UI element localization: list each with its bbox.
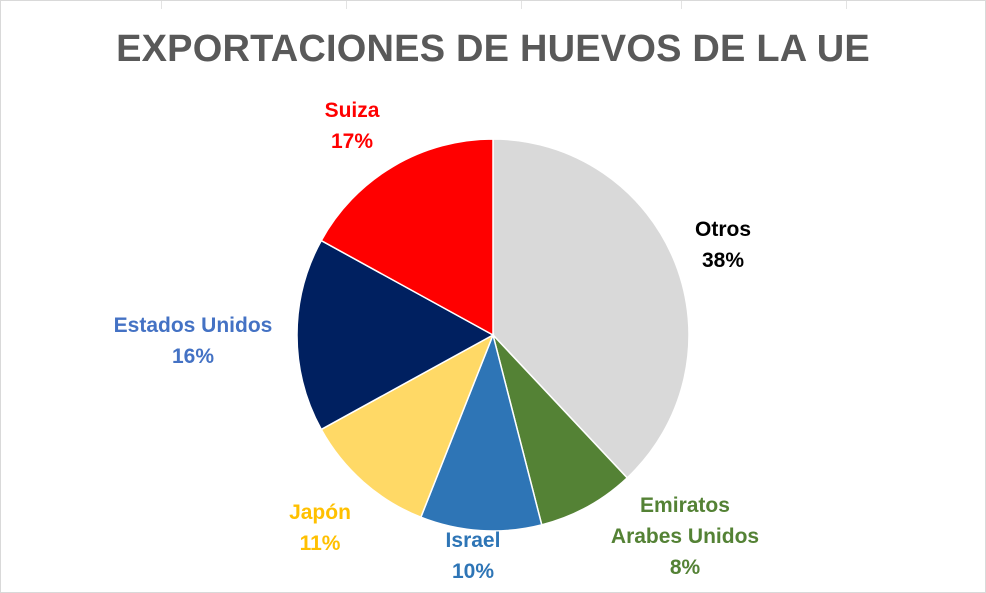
- pie-slice-jap-n: [320, 333, 495, 519]
- slice-name-label: Emiratos: [640, 494, 730, 517]
- data-label-jap-n: Japón 11%: [289, 497, 351, 559]
- slice-name-label: Estados Unidos: [113, 314, 273, 337]
- slice-name-label: Otros: [694, 218, 752, 241]
- pie-slice-otros: [492, 138, 690, 479]
- gridline-hint: [161, 1, 162, 9]
- pie-slice-israel: [419, 332, 543, 532]
- slice-percent-label: 38%: [701, 249, 745, 272]
- data-label-emiratos-arabes-unidos: Emiratos Arabes Unidos 8%: [611, 490, 759, 583]
- slice-name-label: Arabes Unidos: [610, 525, 760, 548]
- gridline-hint: [681, 1, 682, 9]
- gridline-hint: [346, 1, 347, 9]
- gridline-hint: [846, 1, 847, 9]
- data-label-estados-unidos: Estados Unidos 16%: [114, 310, 273, 372]
- pie-slice-estados-unidos: [296, 239, 495, 431]
- slice-name-label: Suiza: [324, 99, 380, 122]
- chart-title: EXPORTACIONES DE HUEVOS DE LA UE: [116, 28, 870, 70]
- data-label-israel: Israel 10%: [446, 525, 501, 587]
- slice-name-label: Israel: [445, 529, 501, 552]
- slice-percent-label: 10%: [451, 560, 495, 583]
- pie-slice-suiza: [320, 138, 494, 337]
- slice-name-label: Japón: [289, 501, 351, 524]
- data-label-otros: Otros 38%: [695, 214, 751, 276]
- slice-percent-label: 16%: [171, 345, 215, 368]
- gridline-hint: [521, 1, 522, 9]
- slice-percent-label: 8%: [669, 556, 701, 579]
- slice-percent-label: 17%: [330, 130, 374, 153]
- data-label-suiza: Suiza 17%: [325, 95, 380, 157]
- pie-slice-emiratos-arabes-unidos: [492, 334, 629, 526]
- slice-percent-label: 11%: [299, 532, 341, 555]
